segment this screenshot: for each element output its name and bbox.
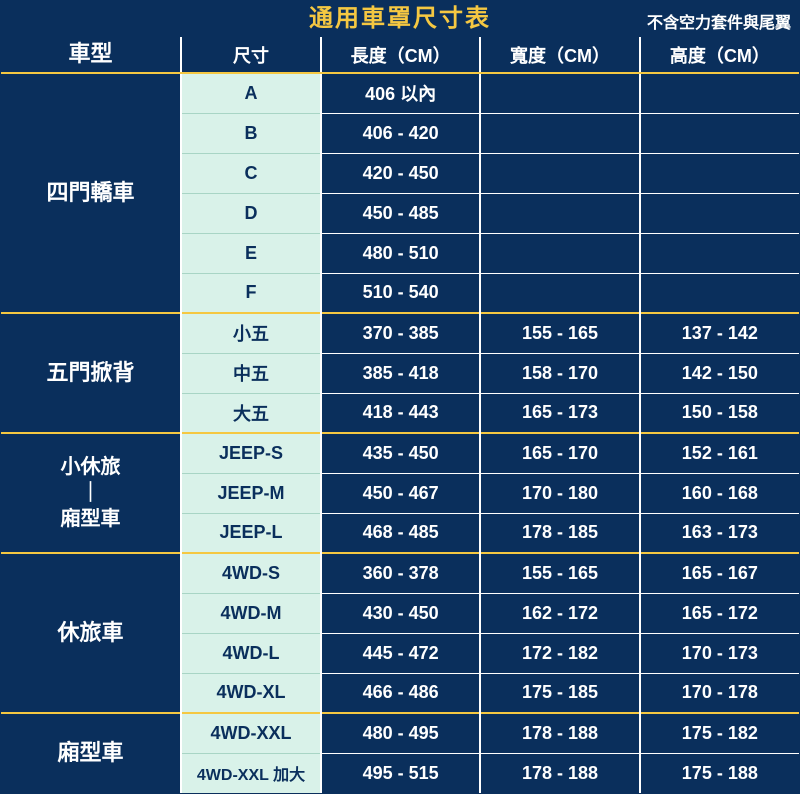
size-cell: 中五	[181, 353, 321, 393]
table-row: 休旅車4WD-S360 - 378155 - 165165 - 167	[1, 553, 799, 593]
height-cell: 170 - 178	[640, 673, 799, 713]
width-cell	[480, 113, 639, 153]
length-cell: 468 - 485	[321, 513, 480, 553]
header-row: 車型 尺寸 長度（CM） 寬度（CM） 高度（CM）	[1, 37, 799, 73]
width-cell	[480, 73, 639, 113]
height-cell: 165 - 172	[640, 593, 799, 633]
length-cell: 370 - 385	[321, 313, 480, 353]
type-cell: 四門轎車	[1, 73, 181, 313]
header-height: 高度（CM）	[640, 37, 799, 73]
height-cell	[640, 113, 799, 153]
height-cell	[640, 233, 799, 273]
length-cell: 406 - 420	[321, 113, 480, 153]
width-cell	[480, 233, 639, 273]
width-cell: 178 - 185	[480, 513, 639, 553]
header-size: 尺寸	[181, 37, 321, 73]
length-cell: 360 - 378	[321, 553, 480, 593]
width-cell	[480, 193, 639, 233]
height-cell	[640, 73, 799, 113]
type-cell: 休旅車	[1, 553, 181, 713]
size-cell: 4WD-M	[181, 593, 321, 633]
width-cell: 162 - 172	[480, 593, 639, 633]
width-cell: 158 - 170	[480, 353, 639, 393]
height-cell: 175 - 182	[640, 713, 799, 753]
size-cell: 小五	[181, 313, 321, 353]
table-row: 廂型車4WD-XXL480 - 495178 - 188175 - 182	[1, 713, 799, 753]
type-cell: 小休旅｜廂型車	[1, 433, 181, 553]
size-cell: C	[181, 153, 321, 193]
subtitle-note: 不含空力套件與尾翼	[647, 9, 791, 33]
height-cell: 175 - 188	[640, 753, 799, 793]
height-cell: 152 - 161	[640, 433, 799, 473]
width-cell: 178 - 188	[480, 713, 639, 753]
length-cell: 420 - 450	[321, 153, 480, 193]
table-row: 小休旅｜廂型車JEEP-S435 - 450165 - 170152 - 161	[1, 433, 799, 473]
width-cell	[480, 153, 639, 193]
length-cell: 466 - 486	[321, 673, 480, 713]
title-row: 通用車罩尺寸表 不含空力套件與尾翼	[1, 1, 799, 37]
size-cell: A	[181, 73, 321, 113]
header-width: 寬度（CM）	[480, 37, 639, 73]
height-cell: 142 - 150	[640, 353, 799, 393]
length-cell: 510 - 540	[321, 273, 480, 313]
height-cell: 150 - 158	[640, 393, 799, 433]
type-cell: 五門掀背	[1, 313, 181, 433]
size-cell: 4WD-S	[181, 553, 321, 593]
size-cell: 4WD-XXL	[181, 713, 321, 753]
table-row: 五門掀背小五370 - 385155 - 165137 - 142	[1, 313, 799, 353]
size-cell: 4WD-XXL 加大	[181, 753, 321, 793]
height-cell	[640, 193, 799, 233]
width-cell: 178 - 188	[480, 753, 639, 793]
size-table: 車型 尺寸 長度（CM） 寬度（CM） 高度（CM） 四門轎車A406 以內B4…	[1, 37, 799, 793]
size-cell: JEEP-L	[181, 513, 321, 553]
height-cell: 170 - 173	[640, 633, 799, 673]
length-cell: 435 - 450	[321, 433, 480, 473]
header-length: 長度（CM）	[321, 37, 480, 73]
size-cell: 4WD-XL	[181, 673, 321, 713]
width-cell: 172 - 182	[480, 633, 639, 673]
size-cell: D	[181, 193, 321, 233]
width-cell	[480, 273, 639, 313]
length-cell: 480 - 510	[321, 233, 480, 273]
size-cell: 4WD-L	[181, 633, 321, 673]
size-cell: E	[181, 233, 321, 273]
length-cell: 418 - 443	[321, 393, 480, 433]
height-cell: 163 - 173	[640, 513, 799, 553]
size-cell: JEEP-M	[181, 473, 321, 513]
size-cell: B	[181, 113, 321, 153]
height-cell: 137 - 142	[640, 313, 799, 353]
size-cell: F	[181, 273, 321, 313]
length-cell: 480 - 495	[321, 713, 480, 753]
type-cell: 廂型車	[1, 713, 181, 793]
header-type: 車型	[1, 37, 181, 73]
width-cell: 165 - 173	[480, 393, 639, 433]
width-cell: 155 - 165	[480, 313, 639, 353]
size-cell: 大五	[181, 393, 321, 433]
table-row: 四門轎車A406 以內	[1, 73, 799, 113]
length-cell: 445 - 472	[321, 633, 480, 673]
height-cell	[640, 153, 799, 193]
width-cell: 175 - 185	[480, 673, 639, 713]
height-cell: 160 - 168	[640, 473, 799, 513]
size-cell: JEEP-S	[181, 433, 321, 473]
size-table-frame: 通用車罩尺寸表 不含空力套件與尾翼 車型 尺寸 長度（CM） 寬度（CM） 高度…	[0, 0, 800, 794]
height-cell: 165 - 167	[640, 553, 799, 593]
width-cell: 155 - 165	[480, 553, 639, 593]
length-cell: 430 - 450	[321, 593, 480, 633]
length-cell: 450 - 485	[321, 193, 480, 233]
width-cell: 170 - 180	[480, 473, 639, 513]
height-cell	[640, 273, 799, 313]
length-cell: 450 - 467	[321, 473, 480, 513]
length-cell: 495 - 515	[321, 753, 480, 793]
length-cell: 406 以內	[321, 73, 480, 113]
width-cell: 165 - 170	[480, 433, 639, 473]
length-cell: 385 - 418	[321, 353, 480, 393]
